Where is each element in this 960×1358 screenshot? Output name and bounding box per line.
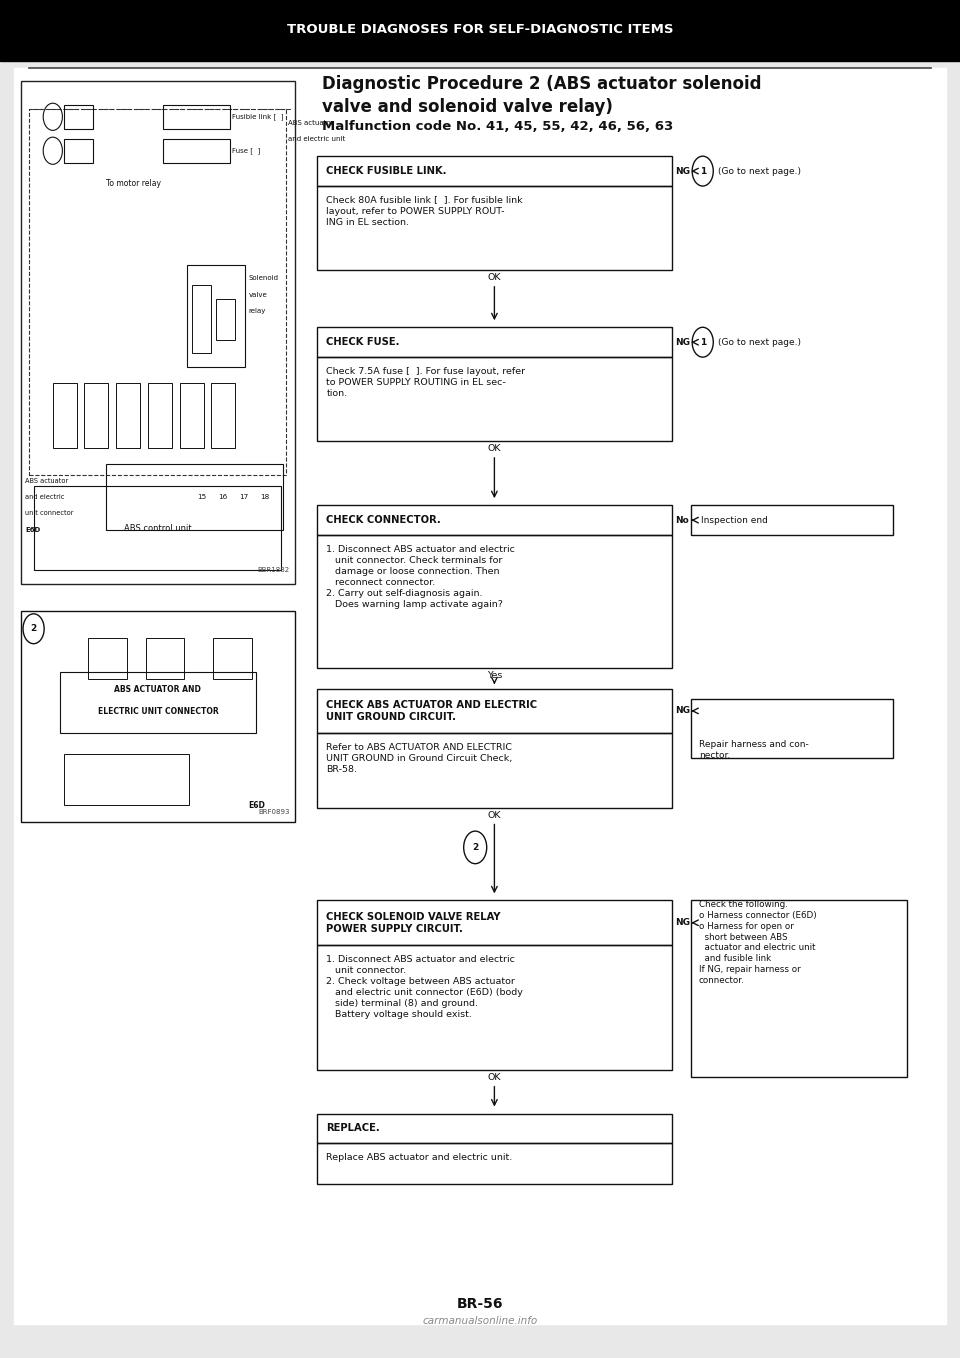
Text: and electric unit: and electric unit (288, 136, 346, 141)
Text: E6D: E6D (25, 527, 40, 532)
Bar (691, 505, 893, 535)
Text: Check the following.
o Harness connector (E6D)
o Harness for open or
  short bet: Check the following. o Harness connector… (699, 900, 817, 985)
Text: Repair harness and con-
nector.: Repair harness and con- nector. (699, 740, 808, 760)
Bar (106, 464, 283, 530)
Bar (317, 1143, 672, 1184)
Bar (21, 611, 295, 822)
Bar (163, 105, 230, 129)
Text: 1: 1 (700, 167, 706, 175)
Text: Check 7.5A fuse [  ]. For fuse layout, refer
to POWER SUPPLY ROUTING in EL sec-
: Check 7.5A fuse [ ]. For fuse layout, re… (326, 367, 525, 398)
Text: Refer to ABS ACTUATOR AND ELECTRIC
UNIT GROUND in Ground Circuit Check,
BR-58.: Refer to ABS ACTUATOR AND ELECTRIC UNIT … (326, 743, 513, 774)
Text: Fuse [  ]: Fuse [ ] (232, 148, 260, 153)
Text: NG: NG (675, 338, 690, 346)
Text: ABS actuator: ABS actuator (25, 478, 68, 483)
Text: valve: valve (249, 292, 268, 297)
Text: Yes: Yes (487, 671, 502, 680)
Bar (64, 754, 189, 805)
Bar (317, 900, 672, 945)
Bar (180, 383, 204, 448)
Text: 1. Disconnect ABS actuator and electric
   unit connector. Check terminals for
 : 1. Disconnect ABS actuator and electric … (326, 545, 516, 608)
Text: CHECK FUSE.: CHECK FUSE. (326, 337, 400, 348)
Text: 17: 17 (239, 494, 249, 500)
Text: OK: OK (488, 444, 501, 454)
Text: NG: NG (675, 706, 690, 716)
Text: CHECK SOLENOID VALVE RELAY
POWER SUPPLY CIRCUIT.: CHECK SOLENOID VALVE RELAY POWER SUPPLY … (326, 911, 501, 934)
Bar (317, 186, 672, 270)
Text: unit connector: unit connector (25, 511, 74, 516)
Text: and electric: and electric (25, 494, 64, 500)
Bar (148, 383, 172, 448)
Text: NG: NG (675, 918, 690, 928)
Bar (0, 0, 960, 61)
Bar (146, 638, 184, 679)
Text: BR-56: BR-56 (457, 1297, 503, 1310)
Text: (Go to next page.): (Go to next page.) (718, 338, 801, 346)
Text: ABS control unit: ABS control unit (124, 524, 191, 532)
Text: valve and solenoid valve relay): valve and solenoid valve relay) (322, 98, 612, 115)
Bar (34, 486, 281, 570)
Text: 16: 16 (218, 494, 228, 500)
Bar (53, 383, 77, 448)
Text: 15: 15 (197, 494, 206, 500)
Text: 18: 18 (260, 494, 270, 500)
Text: TROUBLE DIAGNOSES FOR SELF-DIAGNOSTIC ITEMS: TROUBLE DIAGNOSES FOR SELF-DIAGNOSTIC IT… (287, 23, 673, 37)
Text: BBR1882: BBR1882 (258, 568, 290, 573)
Text: carmanualsonline.info: carmanualsonline.info (422, 1316, 538, 1327)
Text: To motor relay: To motor relay (106, 179, 160, 187)
Bar (216, 299, 235, 340)
Text: 1: 1 (700, 338, 706, 346)
Bar (64, 139, 93, 163)
Text: Diagnostic Procedure 2 (ABS actuator solenoid: Diagnostic Procedure 2 (ABS actuator sol… (322, 75, 761, 92)
Text: OK: OK (488, 1073, 501, 1082)
Text: (Go to next page.): (Go to next page.) (718, 167, 801, 175)
Text: CHECK CONNECTOR.: CHECK CONNECTOR. (326, 515, 442, 526)
Bar (317, 505, 672, 535)
Bar (213, 638, 252, 679)
Bar (88, 638, 127, 679)
Bar (187, 265, 245, 367)
Bar (317, 327, 672, 357)
Bar (317, 733, 672, 808)
Text: Check 80A fusible link [  ]. For fusible link
layout, refer to POWER SUPPLY ROUT: Check 80A fusible link [ ]. For fusible … (326, 196, 523, 227)
Bar (21, 81, 295, 584)
Text: Solenoid: Solenoid (249, 276, 278, 281)
Text: E6D: E6D (248, 801, 265, 809)
Text: Replace ABS actuator and electric unit.: Replace ABS actuator and electric unit. (326, 1153, 513, 1162)
Bar (317, 357, 672, 441)
Text: ABS actuator: ABS actuator (288, 120, 333, 125)
Text: BRF0893: BRF0893 (258, 809, 290, 815)
Text: Malfunction code No. 41, 45, 55, 42, 46, 56, 63: Malfunction code No. 41, 45, 55, 42, 46,… (322, 120, 673, 133)
Bar (192, 285, 211, 353)
Bar (317, 535, 672, 668)
Bar (64, 105, 93, 129)
Text: OK: OK (488, 811, 501, 820)
Bar (29, 109, 286, 475)
Text: REPLACE.: REPLACE. (326, 1123, 380, 1134)
Text: CHECK FUSIBLE LINK.: CHECK FUSIBLE LINK. (326, 166, 447, 177)
Bar (691, 699, 893, 758)
Text: ABS ACTUATOR AND: ABS ACTUATOR AND (114, 686, 202, 694)
Bar (317, 945, 672, 1070)
Text: ELECTRIC UNIT CONNECTOR: ELECTRIC UNIT CONNECTOR (98, 708, 218, 716)
Text: No: No (675, 516, 688, 524)
Text: relay: relay (249, 308, 266, 314)
Bar (84, 383, 108, 448)
Text: Fusible link [  ]: Fusible link [ ] (232, 114, 284, 120)
Bar (317, 1114, 672, 1143)
Bar (317, 689, 672, 733)
Text: Inspection end: Inspection end (701, 516, 768, 524)
Text: 1. Disconnect ABS actuator and electric
   unit connector.
2. Check voltage betw: 1. Disconnect ABS actuator and electric … (326, 955, 523, 1018)
Bar (211, 383, 235, 448)
Text: 2: 2 (472, 843, 478, 851)
Bar (317, 156, 672, 186)
Bar (691, 900, 907, 1077)
Text: CHECK ABS ACTUATOR AND ELECTRIC
UNIT GROUND CIRCUIT.: CHECK ABS ACTUATOR AND ELECTRIC UNIT GRO… (326, 699, 538, 722)
Bar (116, 383, 140, 448)
Text: OK: OK (488, 273, 501, 282)
Text: 2: 2 (31, 625, 36, 633)
Text: NG: NG (675, 167, 690, 175)
Bar (163, 139, 230, 163)
Bar (60, 672, 256, 733)
